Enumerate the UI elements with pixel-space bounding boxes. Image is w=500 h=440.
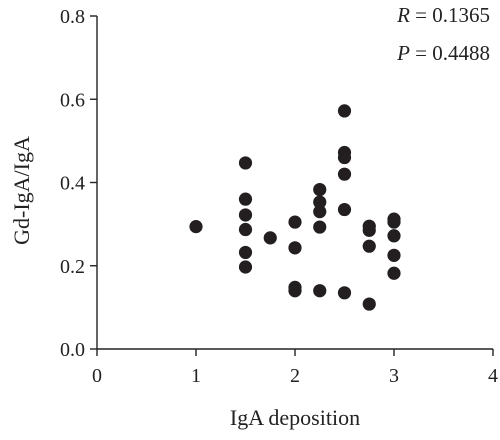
y-ticks: 0.0 0.2 0.4 0.6 0.8 — [60, 6, 97, 361]
data-point — [337, 167, 352, 181]
axes: 0 1 2 3 4 0.0 0.2 0.4 0.6 0.8 — [60, 6, 498, 387]
x-axis-title: IgA deposition — [230, 405, 360, 430]
data-point — [263, 231, 277, 245]
x-ticks: 0 1 2 3 4 — [92, 349, 498, 387]
data-point — [313, 182, 327, 197]
data-point — [288, 241, 302, 255]
data-points — [189, 104, 401, 311]
stat-variable: P — [396, 41, 410, 65]
data-point — [337, 104, 352, 118]
stat-value: = 0.4488 — [410, 41, 490, 65]
x-tick-label: 2 — [290, 365, 300, 387]
y-tick-label: 0.4 — [60, 173, 85, 195]
data-point — [387, 229, 401, 243]
stat-annotation: P = 0.4488 — [396, 41, 490, 65]
stat-variable: R — [396, 3, 410, 27]
data-point — [238, 260, 253, 274]
data-point — [238, 156, 253, 170]
data-point — [313, 284, 327, 298]
data-point — [387, 248, 401, 262]
data-point — [238, 245, 253, 260]
x-tick-label: 4 — [488, 365, 498, 387]
data-point — [189, 220, 203, 234]
data-point — [288, 284, 302, 298]
y-tick-label: 0.0 — [60, 339, 85, 361]
data-point — [387, 266, 401, 280]
data-point — [387, 215, 401, 229]
data-point — [238, 192, 253, 206]
data-point — [337, 150, 352, 165]
stat-value: = 0.1365 — [410, 3, 490, 27]
data-point — [362, 223, 376, 237]
data-point — [313, 205, 327, 219]
data-point — [288, 215, 302, 229]
data-point — [337, 286, 352, 300]
data-point — [337, 202, 352, 217]
stat-annotation: R = 0.1365 — [396, 3, 490, 27]
x-tick-label: 3 — [389, 365, 399, 387]
data-point — [238, 222, 253, 237]
y-tick-label: 0.6 — [60, 89, 85, 111]
data-point — [362, 297, 376, 311]
data-point — [238, 208, 253, 222]
x-tick-label: 0 — [92, 365, 102, 387]
y-axis-title: Gd-IgA/IgA — [9, 136, 34, 245]
data-point — [313, 220, 327, 234]
x-tick-label: 1 — [191, 365, 201, 387]
data-point — [362, 239, 376, 253]
data-point — [313, 195, 327, 209]
y-tick-label: 0.2 — [60, 256, 85, 278]
y-tick-label: 0.8 — [60, 6, 85, 28]
